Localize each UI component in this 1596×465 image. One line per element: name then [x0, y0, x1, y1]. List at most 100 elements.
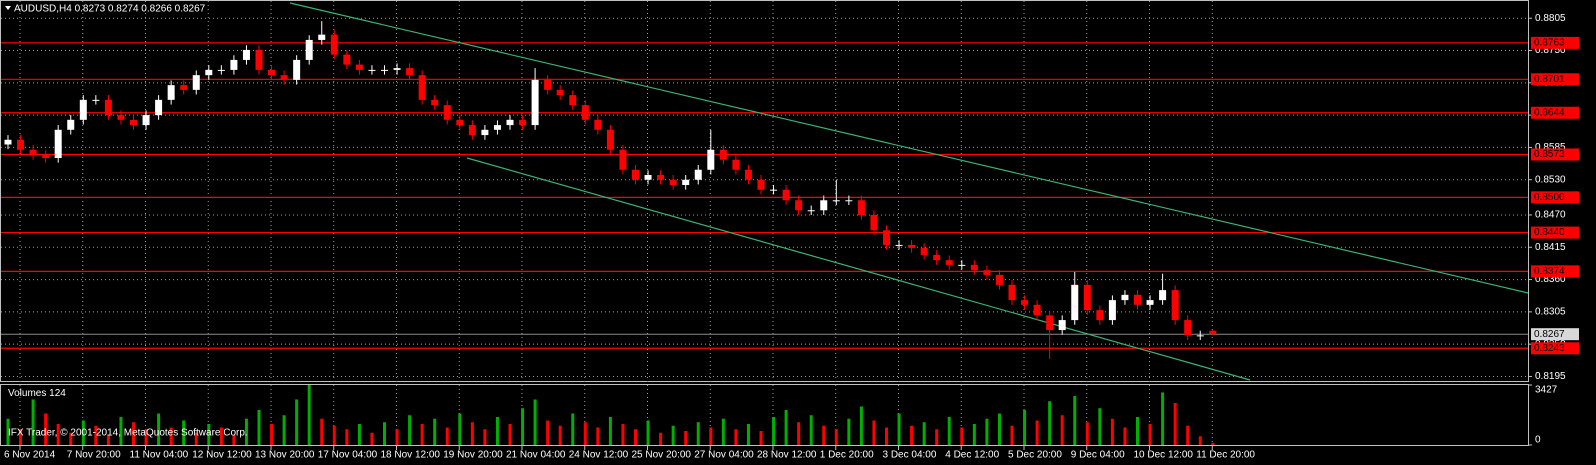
candle-body [519, 119, 527, 126]
candle-body [1096, 310, 1104, 321]
volume-bar [1085, 422, 1089, 445]
volume-bar [1010, 425, 1014, 445]
level-tag [1531, 342, 1579, 355]
candle-body [293, 59, 301, 80]
volume-bar [1110, 418, 1114, 445]
volume-bar [859, 406, 863, 445]
candle-body [343, 54, 351, 65]
volume-bar [1123, 427, 1127, 445]
candle-body [782, 189, 790, 201]
candle-body [857, 200, 865, 215]
x-tick-label: 18 Nov 12:00 [381, 450, 441, 461]
candle-body [29, 149, 37, 156]
x-tick-label: 24 Nov 12:00 [569, 450, 629, 461]
y-tick-label: 0.8470 [1535, 210, 1566, 221]
volume-bar [357, 423, 361, 445]
volume-bar [445, 427, 449, 445]
candle-body [870, 214, 878, 231]
volume-bar [583, 422, 587, 445]
volume-bar [345, 429, 349, 445]
candle-body [820, 200, 828, 211]
volume-bar [1173, 402, 1177, 445]
candle-body [832, 200, 840, 202]
candle-body [682, 179, 690, 186]
candle-body [456, 119, 464, 126]
volume-bar [470, 422, 474, 445]
volume-bar [94, 425, 98, 445]
candle-body [1134, 294, 1141, 305]
candle-body [381, 69, 388, 71]
volume-bar [533, 399, 537, 445]
level-tag [1531, 265, 1579, 278]
menu-arrow[interactable] [5, 6, 11, 10]
volume-bar [985, 418, 989, 445]
candle-body [845, 200, 853, 202]
candle-body [280, 75, 288, 80]
volume-bar [885, 427, 888, 445]
level-label: 0.8440 [1534, 227, 1565, 238]
x-tick-label: 28 Nov 12:00 [757, 450, 817, 461]
volume-last: 124 [49, 388, 66, 399]
candle-body [268, 69, 276, 76]
volume-bar [659, 432, 663, 445]
candle-body [581, 105, 589, 120]
volume-bar [546, 420, 550, 445]
bid-label: 0.8267 [1534, 329, 1565, 340]
volume-tick-label: 0 [1535, 435, 1541, 446]
volume-frame [0, 384, 1529, 446]
channel-upper [289, 2, 1529, 294]
candle-body [17, 139, 25, 150]
y-tick-label: 0.8585 [1535, 142, 1566, 153]
volume-bar [132, 422, 135, 445]
y-tick-label: 0.8360 [1535, 274, 1566, 285]
candle-body [79, 99, 87, 120]
candle-body [355, 64, 363, 70]
volume-bar [1198, 436, 1202, 445]
volume-bar [696, 422, 700, 445]
volume-bar [19, 429, 23, 445]
candle-body [205, 69, 213, 76]
volume-bar [370, 432, 374, 445]
candle-body [368, 69, 376, 71]
volume-bar [872, 420, 876, 445]
candle-body [418, 75, 426, 100]
candle-body [54, 129, 62, 158]
candle-body [42, 155, 50, 158]
x-tick-label: 12 Nov 12:00 [192, 450, 252, 461]
level-label: 0.8644 [1534, 107, 1565, 118]
level-label: 0.8500 [1534, 192, 1565, 203]
volume-bar [1136, 416, 1139, 445]
volume-bar [332, 425, 336, 445]
x-tick-label: 11 Dec 20:00 [1196, 450, 1255, 461]
volume-bar [1186, 425, 1190, 445]
volume-bar [106, 434, 110, 445]
candle-body [1159, 290, 1167, 301]
candle-body [155, 99, 163, 116]
volume-bar [219, 427, 223, 445]
volume-bar [646, 420, 650, 445]
volume-bar [169, 427, 173, 445]
candle-body [920, 247, 928, 255]
volume-bar [31, 399, 35, 445]
candle-body [117, 115, 125, 120]
volume-bar [608, 416, 612, 445]
candle-body [719, 149, 727, 160]
volume-bar [1048, 401, 1052, 445]
candle-body [180, 85, 188, 90]
candle-body [983, 270, 991, 275]
volume-tick-label: 3427 [1535, 385, 1558, 396]
candle-body [104, 99, 112, 116]
candle-body [443, 105, 451, 120]
volume-bar [244, 418, 248, 445]
volume-bar [709, 427, 713, 445]
volume-bar [1211, 442, 1215, 445]
level-tag [1531, 36, 1579, 49]
candle-body [958, 264, 966, 266]
volume-bar [521, 408, 525, 445]
candle-body [995, 274, 1003, 285]
candle-body [669, 179, 677, 186]
candle-body [619, 149, 627, 170]
candles [4, 21, 1217, 359]
volume-bar [433, 418, 437, 445]
